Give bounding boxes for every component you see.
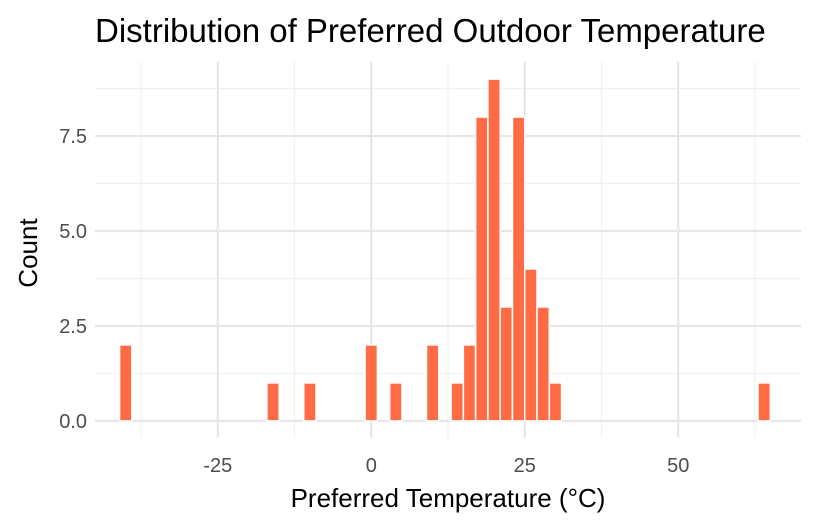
axis-ticks: -25 0 25 50 0.0 2.5 5.0 7.5 bbox=[59, 126, 689, 477]
histogram-bar bbox=[548, 382, 563, 422]
histogram-bar bbox=[364, 344, 379, 422]
histogram-bar bbox=[302, 382, 317, 422]
histogram-bar bbox=[266, 382, 280, 422]
x-tick-label: 25 bbox=[514, 455, 536, 477]
y-tick-label: 7.5 bbox=[59, 126, 87, 148]
y-tick-label: 0.0 bbox=[59, 411, 87, 433]
y-tick-label: 2.5 bbox=[59, 316, 87, 338]
x-tick-label: -25 bbox=[203, 455, 232, 477]
histogram-bar bbox=[474, 116, 489, 422]
histogram-bar bbox=[425, 344, 440, 422]
x-tick-label: 0 bbox=[366, 455, 377, 477]
y-tick-label: 5.0 bbox=[59, 221, 87, 243]
chart-title: Distribution of Preferred Outdoor Temper… bbox=[95, 12, 766, 49]
histogram-bar bbox=[487, 78, 501, 422]
y-axis-title: Count bbox=[13, 218, 43, 288]
x-axis-title: Preferred Temperature (°C) bbox=[291, 483, 606, 513]
histogram-bar bbox=[523, 268, 538, 422]
histogram-bar bbox=[388, 382, 403, 422]
histogram-bar bbox=[118, 344, 133, 422]
histogram-bars bbox=[118, 78, 772, 422]
histogram-bar bbox=[499, 306, 514, 422]
histogram-bar bbox=[511, 116, 526, 422]
histogram-bar bbox=[450, 382, 465, 422]
histogram-bar bbox=[462, 344, 477, 422]
histogram-bar bbox=[757, 382, 772, 422]
x-tick-label: 50 bbox=[667, 455, 689, 477]
histogram-bar bbox=[536, 306, 551, 422]
